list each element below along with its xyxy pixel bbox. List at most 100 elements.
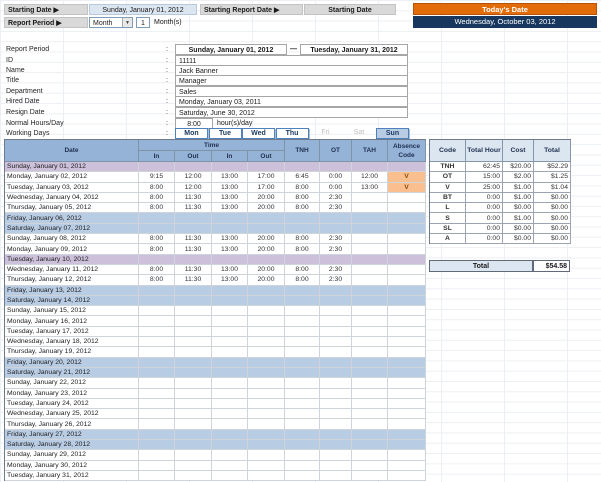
time-in-cell[interactable] [212,367,248,379]
absence-code-cell[interactable] [388,460,426,471]
time-out-cell[interactable]: 20:00 [248,203,285,214]
time-in-cell[interactable] [139,388,175,399]
absence-code-cell[interactable] [388,357,426,368]
time-in-cell[interactable]: 13:00 [212,264,248,276]
time-in-cell[interactable] [139,378,175,389]
time-in-cell[interactable]: 8:00 [139,275,175,286]
field-department-value[interactable]: Sales [175,85,408,97]
time-out-cell[interactable] [248,285,285,296]
time-out-cell[interactable] [175,316,212,327]
time-in-cell[interactable]: 13:00 [212,192,248,204]
time-in-cell[interactable]: 8:00 [139,244,175,255]
time-in-cell[interactable]: 13:00 [212,203,248,214]
working-day-sat[interactable]: Sat [353,128,365,136]
time-out-cell[interactable] [175,450,212,461]
time-in-cell[interactable] [139,285,175,296]
time-out-cell[interactable] [248,306,285,317]
time-out-cell[interactable] [175,378,212,389]
absence-code-cell[interactable] [388,285,426,296]
time-out-cell[interactable]: 12:00 [175,172,212,183]
working-day-wed[interactable]: Wed [242,127,275,139]
time-out-cell[interactable] [248,378,285,389]
time-in-cell[interactable] [139,316,175,327]
time-out-cell[interactable]: 20:00 [248,234,285,245]
time-in-cell[interactable] [139,213,175,224]
field-title-value[interactable]: Manager [175,75,408,87]
time-in-cell[interactable] [212,316,248,327]
time-in-cell[interactable] [212,409,248,420]
time-out-cell[interactable] [175,254,212,265]
time-out-cell[interactable] [248,450,285,461]
time-in-cell[interactable]: 13:00 [212,275,248,286]
summary-cost-cell[interactable]: $0.00 [503,223,534,235]
absence-code-cell[interactable] [388,275,426,286]
absence-code-cell[interactable]: V [388,182,426,193]
field-name-value[interactable]: Jack Banner [175,64,408,76]
absence-code-cell[interactable] [388,388,426,399]
summary-cost-cell[interactable]: $1.00 [503,192,534,204]
time-in-cell[interactable] [212,450,248,461]
time-out-cell[interactable] [248,470,285,482]
absence-code-cell[interactable] [388,316,426,327]
time-in-cell[interactable] [139,326,175,338]
time-out-cell[interactable] [175,429,212,441]
time-in-cell[interactable] [139,357,175,368]
time-out-cell[interactable] [175,213,212,224]
time-in-cell[interactable] [212,326,248,338]
time-in-cell[interactable]: 13:00 [212,234,248,245]
starting-report-date-value[interactable]: Starting Date [304,4,396,15]
time-in-cell[interactable]: 9:15 [139,172,175,183]
absence-code-cell[interactable] [388,264,426,276]
time-out-cell[interactable] [175,419,212,430]
time-in-cell[interactable] [212,337,248,348]
absence-code-cell[interactable] [388,378,426,389]
time-out-cell[interactable] [248,223,285,235]
time-out-cell[interactable] [175,357,212,368]
absence-code-cell[interactable] [388,295,426,307]
working-day-fri[interactable]: Fri [321,128,330,136]
time-in-cell[interactable] [139,409,175,420]
time-in-cell[interactable]: 8:00 [139,234,175,245]
time-out-cell[interactable] [248,388,285,399]
time-out-cell[interactable] [175,367,212,379]
time-out-cell[interactable] [175,326,212,338]
working-day-mon[interactable]: Mon [175,127,208,139]
time-out-cell[interactable] [248,326,285,338]
absence-code-cell[interactable] [388,254,426,265]
time-out-cell[interactable]: 20:00 [248,192,285,204]
time-out-cell[interactable] [248,295,285,307]
report-period-count-input[interactable]: 1 [136,17,150,28]
absence-code-cell[interactable] [388,162,426,173]
time-in-cell[interactable] [212,295,248,307]
absence-code-cell[interactable] [388,440,426,451]
time-out-cell[interactable] [248,429,285,441]
time-in-cell[interactable] [212,460,248,471]
time-in-cell[interactable] [139,162,175,173]
working-day-tue[interactable]: Tue [208,127,242,139]
absence-code-cell[interactable] [388,213,426,224]
time-in-cell[interactable] [212,213,248,224]
time-out-cell[interactable] [175,460,212,471]
time-in-cell[interactable] [212,285,248,296]
time-out-cell[interactable] [248,316,285,327]
time-out-cell[interactable]: 17:00 [248,182,285,193]
time-out-cell[interactable] [248,440,285,451]
absence-code-cell[interactable] [388,244,426,255]
summary-cost-cell[interactable]: $20.00 [503,162,534,173]
time-in-cell[interactable] [139,295,175,307]
time-in-cell[interactable] [139,429,175,441]
working-day-sun[interactable]: Sun [376,127,409,139]
report-period-unit-dropdown[interactable]: ▼ Month [89,17,133,28]
time-in-cell[interactable] [139,347,175,358]
time-in-cell[interactable] [139,306,175,317]
time-in-cell[interactable] [212,440,248,451]
time-out-cell[interactable] [248,409,285,420]
time-in-cell[interactable]: 13:00 [212,182,248,193]
time-out-cell[interactable]: 11:30 [175,275,212,286]
time-out-cell[interactable] [175,409,212,420]
time-in-cell[interactable] [139,398,175,410]
time-out-cell[interactable] [248,213,285,224]
absence-code-cell[interactable] [388,337,426,348]
field-resign-date-value[interactable]: Saturday, June 30, 2012 [175,106,408,118]
time-in-cell[interactable] [139,470,175,482]
